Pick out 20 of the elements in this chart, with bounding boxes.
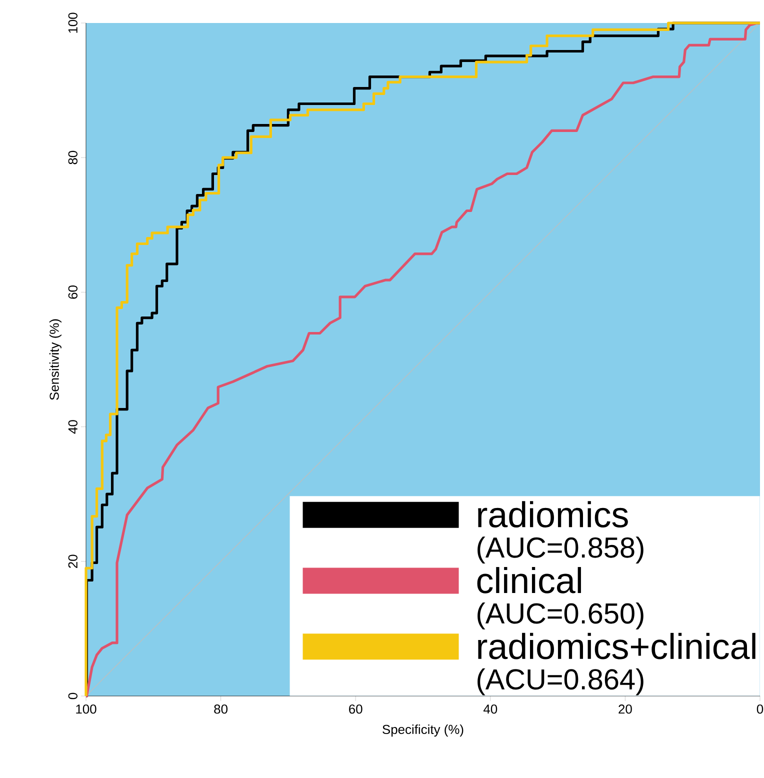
x-tick-label: 60 bbox=[349, 704, 362, 714]
legend-label: radiomics bbox=[478, 501, 628, 528]
y-tick-label: 60 bbox=[68, 285, 78, 299]
legend-label: clinical bbox=[477, 567, 581, 594]
x-tick-label: 0 bbox=[756, 704, 764, 714]
x-tick-label: 40 bbox=[483, 704, 498, 714]
y-tick-label: 80 bbox=[68, 150, 78, 164]
y-tick-label: 100 bbox=[68, 12, 78, 33]
x-tick-label: 20 bbox=[618, 704, 632, 714]
annotation: (AUC=0.858) bbox=[478, 536, 644, 564]
x-tick-label: 80 bbox=[214, 704, 228, 714]
annotation: (ACU=0.864) bbox=[478, 668, 644, 696]
y-axis-title: Sensitivity (%) bbox=[49, 319, 62, 400]
y-tick-label: 0 bbox=[68, 692, 78, 700]
y-tick-label: 40 bbox=[68, 420, 78, 434]
x-tick-label: 100 bbox=[76, 704, 96, 714]
y-tick-label: 20 bbox=[68, 554, 78, 568]
legend-label: radiomics+clinical bbox=[478, 632, 756, 660]
annotation: (AUC=0.650) bbox=[478, 602, 644, 630]
x-axis-title: Specificity (%) bbox=[382, 724, 464, 737]
